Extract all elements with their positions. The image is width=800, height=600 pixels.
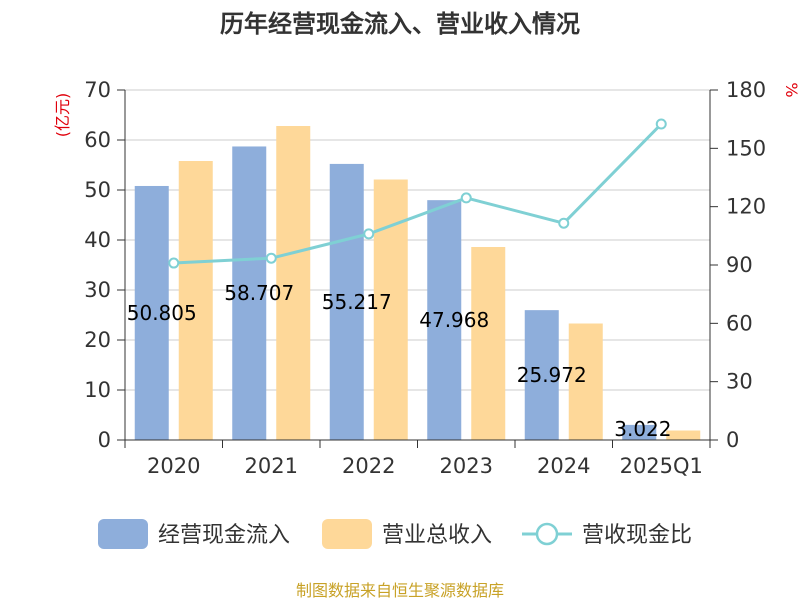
legend-swatch bbox=[322, 519, 372, 549]
right-tick-label: 180 bbox=[726, 78, 766, 102]
left-tick-label: 0 bbox=[98, 428, 111, 452]
bar-data-label: 47.968 bbox=[419, 308, 489, 332]
right-tick-label: 90 bbox=[726, 253, 753, 277]
x-tick-label: 2021 bbox=[245, 454, 298, 478]
source-note: 制图数据来自恒生聚源数据库 bbox=[296, 581, 504, 600]
bar-cash-inflow bbox=[427, 200, 462, 440]
legend-swatch bbox=[98, 519, 148, 549]
bar-data-label: 55.217 bbox=[322, 290, 392, 314]
right-tick-label: 0 bbox=[726, 428, 739, 452]
bar-revenue bbox=[666, 430, 701, 440]
x-tick-label: 2023 bbox=[440, 454, 493, 478]
x-tick-label: 2020 bbox=[147, 454, 200, 478]
data-labels: 50.805 58.707 55.217 47.968 25.972 3.022 bbox=[127, 281, 672, 441]
right-tick-label: 60 bbox=[726, 311, 753, 335]
ratio-point bbox=[460, 192, 472, 204]
left-axis-label: (亿元) bbox=[53, 93, 72, 138]
bar-data-label: 58.707 bbox=[224, 281, 294, 305]
right-tick-label: 150 bbox=[726, 136, 766, 160]
bar-cash-inflow bbox=[622, 424, 657, 440]
left-tick-label: 30 bbox=[84, 278, 111, 302]
bar-revenue bbox=[276, 126, 311, 440]
ratio-point bbox=[168, 257, 180, 269]
left-tick-label: 50 bbox=[84, 178, 111, 202]
legend-label: 营业总收入 bbox=[382, 523, 492, 548]
x-tick-label: 2025Q1 bbox=[620, 454, 703, 478]
right-tick-label: 30 bbox=[726, 370, 753, 394]
ratio-point bbox=[558, 217, 570, 229]
left-tick-label: 60 bbox=[84, 128, 111, 152]
bar-cash-inflow bbox=[329, 163, 364, 441]
ratio-point bbox=[265, 252, 277, 264]
bar-revenue bbox=[471, 247, 506, 440]
left-tick-label: 20 bbox=[84, 328, 111, 352]
x-tick-label: 2022 bbox=[342, 454, 395, 478]
grid-lines bbox=[125, 89, 710, 391]
left-tick-label: 10 bbox=[84, 378, 111, 402]
axes: 0 10 20 30 40 50 60 70 0 30 60 90 120 150 180 2020 2021 2… bbox=[84, 78, 766, 478]
x-tick-label: 2024 bbox=[537, 454, 590, 478]
bar-revenue bbox=[568, 323, 603, 440]
bar-data-label: 25.972 bbox=[517, 363, 587, 387]
left-tick-label: 40 bbox=[84, 228, 111, 252]
ratio-point bbox=[655, 118, 667, 130]
bar-cash-inflow bbox=[134, 185, 169, 440]
bar-revenue bbox=[178, 161, 213, 440]
ratio-line bbox=[168, 118, 667, 269]
bar-cash-inflow bbox=[524, 310, 559, 440]
legend-label: 经营现金流入 bbox=[158, 523, 290, 548]
right-tick-label: 120 bbox=[726, 195, 766, 219]
chart-title: 历年经营现金流入、营业收入情况 bbox=[220, 10, 580, 38]
left-tick-label: 70 bbox=[84, 78, 111, 102]
ratio-point bbox=[363, 228, 375, 240]
bars bbox=[134, 126, 701, 441]
right-axis-label: % bbox=[782, 82, 800, 97]
legend-marker bbox=[535, 522, 559, 546]
bar-cash-inflow bbox=[232, 146, 267, 440]
legend[interactable]: 经营现金流入 营业总收入 营收现金比 bbox=[98, 519, 692, 549]
bar-data-label: 50.805 bbox=[127, 301, 197, 325]
bar-data-label: 3.022 bbox=[614, 417, 671, 441]
legend-label: 营收现金比 bbox=[582, 523, 692, 548]
ratio-line-path bbox=[173, 122, 663, 265]
